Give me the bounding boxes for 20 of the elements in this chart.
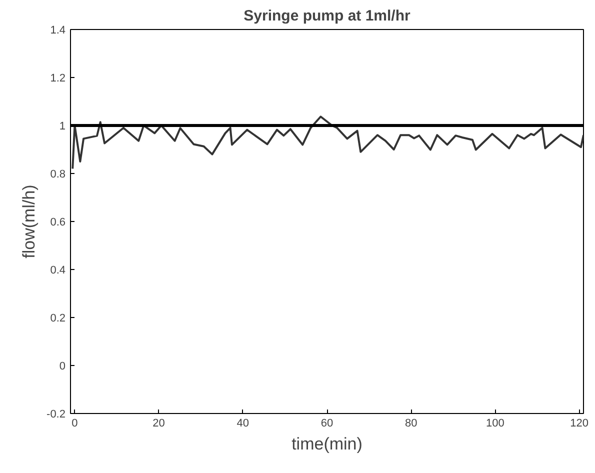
y-tick-label: 1 bbox=[59, 120, 66, 132]
x-tick-label: 40 bbox=[236, 418, 250, 430]
y-tick-label: 0.2 bbox=[50, 312, 66, 324]
y-tick-label: 0 bbox=[59, 360, 66, 372]
y-tick-label: 0.4 bbox=[50, 264, 66, 276]
x-tick-label: 20 bbox=[152, 418, 165, 430]
y-tick-label: 1.2 bbox=[50, 72, 66, 84]
x-axis-title: time(min) bbox=[292, 434, 362, 454]
chart-title: Syringe pump at 1ml/hr bbox=[244, 8, 411, 24]
line-series bbox=[72, 116, 584, 170]
x-tick-label: 80 bbox=[404, 418, 418, 430]
x-tick-label: 60 bbox=[320, 418, 334, 430]
y-tick-label: -0.2 bbox=[46, 408, 66, 420]
x-tick-label: 120 bbox=[570, 418, 588, 430]
y-tick-label: 0.6 bbox=[50, 216, 66, 228]
y-axis-title: flow(ml/h) bbox=[20, 184, 39, 258]
y-tick-label: 1.4 bbox=[50, 24, 66, 36]
y-tick-label: 0.8 bbox=[50, 168, 66, 180]
x-tick-label: 0 bbox=[72, 418, 78, 430]
x-tick-label: 100 bbox=[486, 418, 504, 430]
